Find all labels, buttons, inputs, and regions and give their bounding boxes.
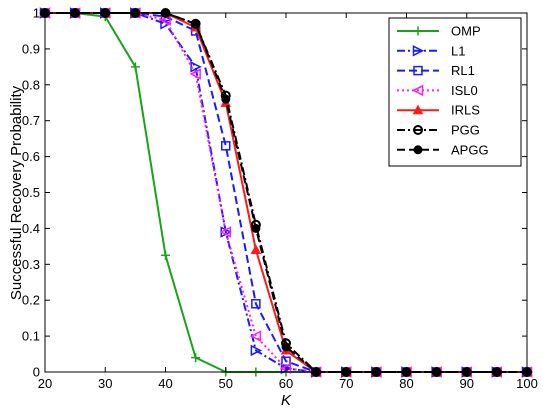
y-tick-label: 0.6 [22,149,40,164]
y-tick-label: 0 [33,365,40,380]
data-point-apgg [221,94,231,104]
y-tick-label: 0.5 [22,185,40,200]
legend-label: APGG [451,142,489,157]
x-tick-label: 80 [399,376,413,391]
x-tick-label: 100 [516,376,538,391]
data-point-omp [130,62,140,72]
x-tick-label: 40 [158,376,172,391]
x-axis-label: K [281,392,292,409]
legend-box [388,17,522,167]
y-tick-label: 0.3 [22,257,40,272]
series-apgg [40,8,532,377]
data-point-isl0 [249,330,262,342]
data-point-apgg [191,19,201,29]
x-tick-label: 30 [98,376,112,391]
y-tick-label: 0.4 [22,221,40,236]
legend-marker [413,125,423,135]
data-point-rl1 [221,141,231,151]
legend-label: OMP [451,24,481,39]
data-point-apgg [251,223,261,233]
x-tick-label: 60 [279,376,293,391]
data-point-rl1 [281,356,291,366]
data-point-apgg [281,342,291,352]
legend-marker [412,104,424,115]
y-tick-label: 1 [33,6,40,21]
legend: OMP L1 RL1 ISL0 IRLS PGG APGG [388,17,522,167]
legend-marker [411,84,424,97]
legend-item-rl1: RL1 [397,63,475,78]
legend-item-pgg: PGG [397,123,480,138]
x-tick-label: 20 [38,376,52,391]
y-tick-label: 0.9 [22,41,40,56]
legend-label: RL1 [451,63,475,78]
x-tick-label: 90 [460,376,474,391]
legend-label: IRLS [451,103,480,118]
legend-marker [413,26,423,36]
data-point-omp [161,250,170,260]
legend-item-omp: OMP [397,24,481,39]
legend-marker [412,45,425,57]
y-tick-label: 0.7 [22,113,40,128]
axes-layer: 20 30 40 50 60 70 80 90 100 0 0.1 0.2 0.3 0.4 0.5 0.6 0.… [22,6,538,392]
x-tick-label: 50 [219,376,233,391]
legend-item-l1: L1 [397,43,465,58]
x-tick-label: 70 [339,376,353,391]
legend-label: PGG [451,123,480,138]
data-point-l1 [190,61,202,73]
legend-item-isl0: ISL0 [397,83,478,98]
legend-marker [413,145,423,155]
legend-marker [413,65,423,76]
data-point-rl1 [251,299,261,309]
y-tick-label: 0.2 [22,293,40,308]
data-point-l1 [250,344,263,357]
data-point-isl0 [219,226,231,238]
data-point-irls [250,244,262,255]
y-tick-label: 0.8 [22,77,40,92]
legend-label: L1 [451,43,465,58]
y-axis-label: Successful Recovery Probability [8,85,25,300]
y-tick-label: 0.1 [22,329,40,344]
legend-label: ISL0 [451,83,478,98]
legend-item-apgg: APGG [397,142,489,157]
legend-item-irls: IRLS [397,103,480,118]
data-point-l1 [160,18,172,30]
data-point-omp [191,353,201,363]
data-point-isl0 [189,68,201,80]
